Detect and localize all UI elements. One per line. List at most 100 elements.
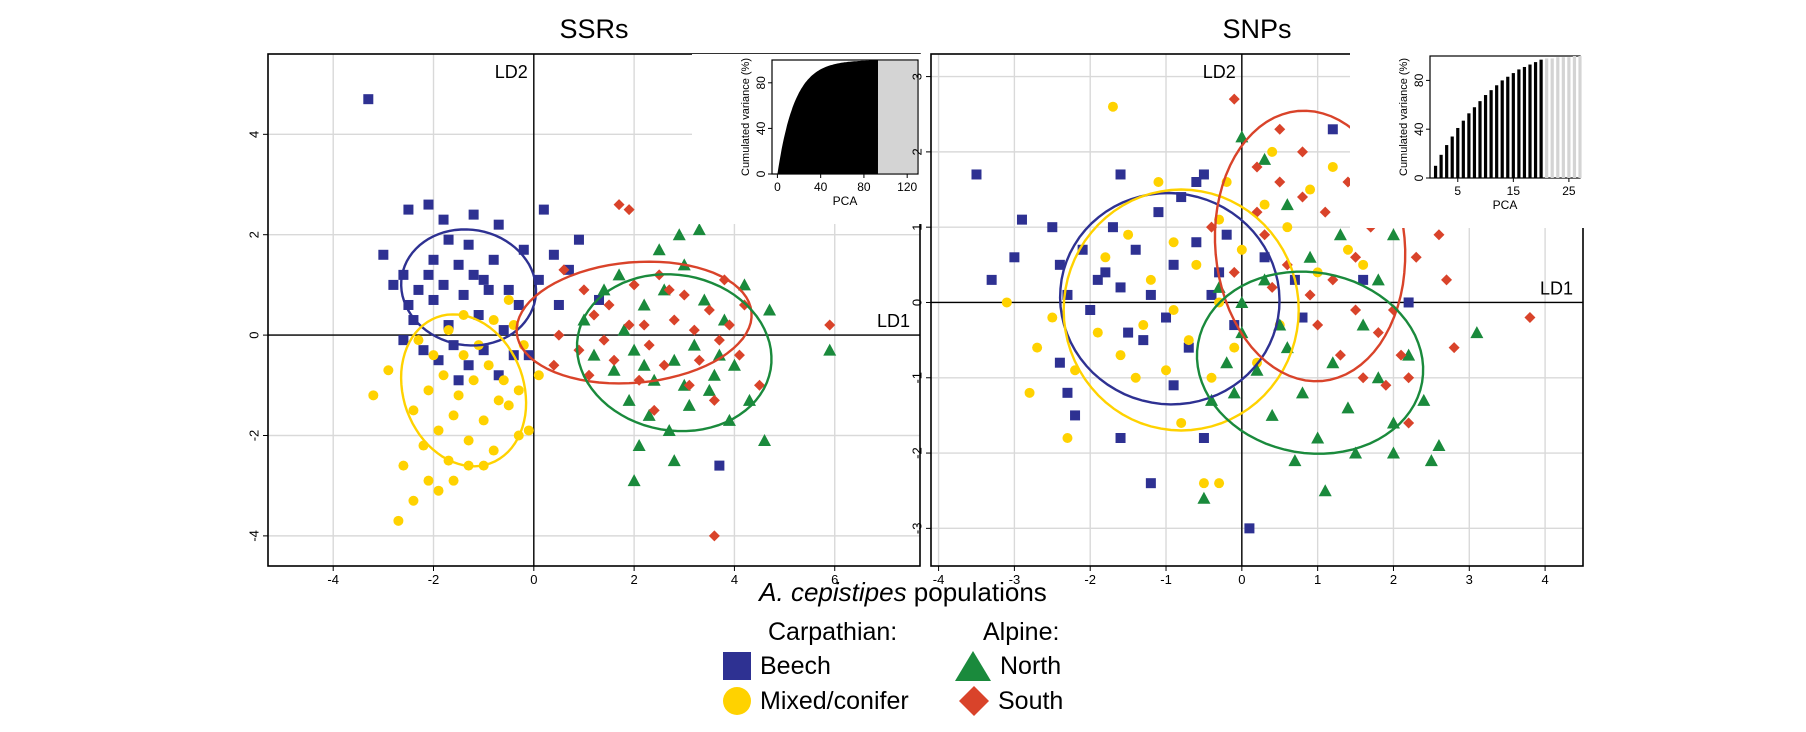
points — [971, 93, 1536, 534]
mixed-conifer-point — [503, 400, 514, 411]
south-point — [1296, 146, 1308, 158]
mixed-conifer-point — [1123, 229, 1134, 240]
mixed-conifer-point — [393, 515, 404, 526]
beech-point — [1221, 229, 1232, 240]
south-point — [598, 334, 610, 346]
mixed-conifer-point — [488, 315, 499, 326]
mixed-conifer-point — [433, 425, 444, 436]
y-tick-label: 0 — [246, 331, 261, 338]
beech-point — [403, 204, 414, 215]
inset-bar — [1461, 120, 1465, 178]
north-point — [1424, 454, 1438, 467]
beech-point — [538, 204, 549, 215]
north-point — [627, 343, 641, 356]
north-point — [637, 298, 651, 311]
mixed-conifer-point — [513, 385, 524, 396]
south-point — [683, 379, 695, 391]
south-point — [1266, 281, 1278, 293]
series-north — [1197, 130, 1484, 504]
mixed-conifer-point — [408, 495, 419, 506]
south-point — [1334, 349, 1346, 361]
beech-point — [1062, 289, 1073, 300]
mixed-conifer-point — [453, 390, 464, 401]
mixed-circle-icon — [723, 687, 751, 715]
south-point — [824, 319, 836, 331]
beech-point — [1115, 169, 1126, 180]
mixed-conifer-point — [1327, 161, 1338, 172]
beech-point — [1145, 289, 1156, 300]
south-point — [1441, 274, 1453, 286]
north-point — [1318, 484, 1332, 497]
beech-point — [398, 269, 409, 280]
inset-x-tick-label: 25 — [1562, 184, 1576, 198]
north-point — [612, 268, 626, 281]
series-beech — [363, 94, 725, 471]
ellipse-mixed-conifer — [399, 313, 528, 468]
beech-point — [1138, 335, 1149, 346]
alpine-heading: Alpine: — [983, 618, 1060, 646]
inset-bar — [1495, 85, 1499, 178]
south-point — [723, 319, 735, 331]
north-point — [737, 278, 751, 291]
beech-point — [488, 254, 499, 265]
mixed-conifer-point — [408, 405, 419, 416]
beech-point — [1100, 267, 1111, 278]
beech-point — [1168, 259, 1179, 270]
x-tick-label: -4 — [327, 572, 339, 587]
inset-bar — [1456, 127, 1460, 178]
mixed-conifer-point — [1183, 335, 1194, 346]
inset-x-label: PCA — [833, 194, 858, 208]
south-point — [693, 354, 705, 366]
mixed-conifer-point — [1282, 222, 1293, 233]
south-point — [663, 284, 675, 296]
south-point — [1357, 372, 1369, 384]
beech-point — [468, 209, 479, 220]
ticks: -4 -3 -2 -1 0 1 2 3 4 -3 -2 -1 0 1 2 3 — [909, 73, 1548, 587]
north-point — [1280, 341, 1294, 354]
north-point — [1371, 273, 1385, 286]
mixed-conifer-point — [1191, 259, 1202, 270]
mixed-conifer-point — [1107, 101, 1118, 112]
beech-point — [493, 370, 504, 381]
south-point — [578, 284, 590, 296]
south-point — [1433, 229, 1445, 241]
x-tick-label: 3 — [1466, 572, 1473, 587]
mixed-conifer-point — [1267, 146, 1278, 157]
south-point — [623, 319, 635, 331]
south-point — [553, 329, 565, 341]
beech-point — [1115, 433, 1126, 443]
north-point — [1288, 454, 1302, 467]
beech-point — [403, 299, 414, 310]
mixed-conifer-point — [423, 475, 434, 486]
south-point — [1524, 312, 1536, 324]
south-point — [1448, 342, 1460, 354]
north-point — [1417, 393, 1431, 406]
south-point — [754, 379, 766, 391]
south-point — [1296, 191, 1308, 203]
beech-point — [1191, 237, 1202, 248]
beech-point — [423, 269, 434, 280]
north-point — [1265, 408, 1279, 421]
north-point — [1349, 446, 1363, 459]
north-point — [632, 439, 646, 452]
south-point — [628, 279, 640, 291]
beech-point — [453, 259, 464, 270]
beech-point — [473, 310, 484, 321]
north-point — [1470, 326, 1484, 339]
mixed-conifer-point — [498, 375, 509, 386]
mixed-conifer-point — [493, 395, 504, 406]
beech-point — [1107, 222, 1118, 233]
beech-point — [1016, 214, 1027, 225]
north-point — [1280, 198, 1294, 211]
mixed-conifer-point — [383, 365, 394, 376]
inset-y-tick-label: 80 — [754, 76, 768, 90]
x-tick-label: 0 — [1238, 572, 1245, 587]
beech-point — [1206, 289, 1217, 300]
y-tick-label: 0 — [909, 299, 924, 306]
mixed-conifer-point — [1138, 320, 1149, 331]
north-point — [763, 303, 777, 316]
series-beech — [971, 124, 1414, 534]
north-point — [1220, 356, 1234, 369]
north-point — [1250, 363, 1264, 376]
inset-bar — [1550, 58, 1554, 178]
